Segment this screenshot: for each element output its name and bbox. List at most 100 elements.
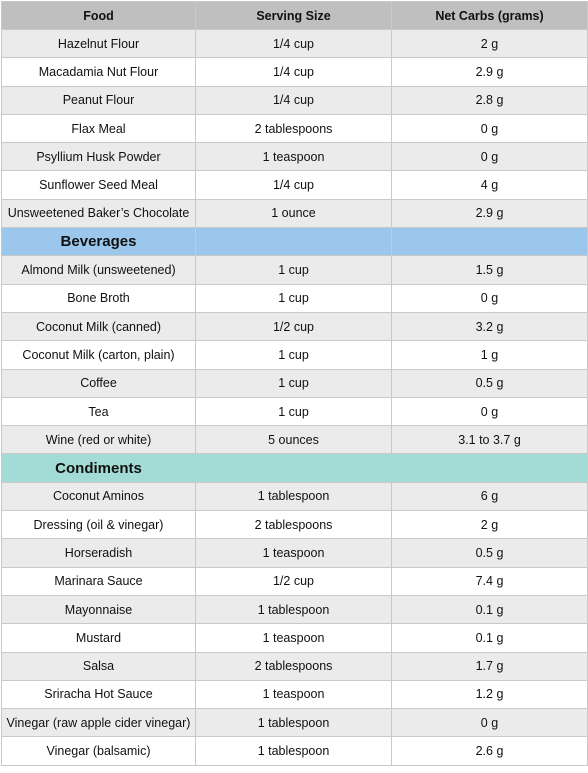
table-row: Vinegar (balsamic) 1 tablespoon 2.6 g [1,736,588,766]
serving-size-cell: 2 tablespoons [195,113,392,144]
table-row: Salsa 2 tablespoons 1.7 g [1,651,588,681]
net-carbs-cell: 0 g [391,142,588,172]
serving-size-cell: 5 ounces [195,425,392,455]
food-cell: Bone Broth [1,283,196,313]
serving-size-cell: 1 tablespoon [195,708,392,738]
food-cell: Peanut Flour [1,85,196,115]
table-row: Mustard 1 teaspoon 0.1 g [1,623,588,653]
food-cell: Coconut Aminos [1,481,196,512]
table-row: Tea 1 cup 0 g [1,396,588,427]
serving-size-cell: 1 teaspoon [195,623,392,653]
serving-size-cell: 1 tablespoon [195,594,392,625]
serving-size-cell: 1 teaspoon [195,538,392,568]
table-row: Coffee 1 cup 0.5 g [1,368,588,398]
table-row: Mayonnaise 1 tablespoon 0.1 g [1,594,588,625]
serving-size-cell: 1 cup [195,340,392,370]
section-condiments-empty-cell [195,453,392,483]
table-row: Almond Milk (unsweetened) 1 cup 1.5 g [1,255,588,285]
net-carbs-cell: 2 g [391,510,588,540]
table-row: Horseradish 1 teaspoon 0.5 g [1,538,588,568]
serving-size-cell: 1 tablespoon [195,481,392,512]
food-cell: Unsweetened Baker’s Chocolate [1,198,196,229]
table-row: Peanut Flour 1/4 cup 2.8 g [1,85,588,115]
serving-size-cell: 1/4 cup [195,28,392,59]
table-row: Unsweetened Baker’s Chocolate 1 ounce 2.9 … [1,198,588,229]
table-row: Coconut Aminos 1 tablespoon 6 g [1,481,588,512]
food-cell: Marinara Sauce [1,566,196,596]
food-cell: Hazelnut Flour [1,28,196,59]
section-beverages: Beverages [1,227,588,257]
table-row: Macadamia Nut Flour 1/4 cup 2.9 g [1,57,588,87]
food-cell: Sriracha Hot Sauce [1,679,196,710]
food-cell: Coffee [1,368,196,398]
serving-size-cell: 1 teaspoon [195,142,392,172]
serving-size-cell: 2 tablespoons [195,510,392,540]
table-row: Vinegar (raw apple cider vinegar) 1 table… [1,708,588,738]
food-cell: Tea [1,396,196,427]
net-carbs-cell: 1.5 g [391,255,588,285]
table-row: Dressing (oil & vinegar) 2 tablespoons 2 g [1,510,588,540]
net-carbs-cell: 0 g [391,396,588,427]
section-condiments-label: Condiments [1,453,196,483]
table-row: Bone Broth 1 cup 0 g [1,283,588,313]
serving-size-cell: 1/2 cup [195,311,392,342]
food-cell: Mustard [1,623,196,653]
food-cell: Coconut Milk (canned) [1,311,196,342]
table-row: Marinara Sauce 1/2 cup 7.4 g [1,566,588,596]
net-carbs-cell: 1 g [391,340,588,370]
table-row: Hazelnut Flour 1/4 cup 2 g [1,28,588,59]
net-carbs-cell: 1.7 g [391,651,588,681]
serving-size-cell: 1/2 cup [195,566,392,596]
food-cell: Almond Milk (unsweetened) [1,255,196,285]
net-carbs-cell: 1.2 g [391,679,588,710]
food-cell: Coconut Milk (carton, plain) [1,340,196,370]
serving-size-cell: 1/4 cup [195,170,392,200]
food-cell: Wine (red or white) [1,425,196,455]
header-row: Food Serving Size Net Carbs (grams) [1,1,588,30]
food-cell: Horseradish [1,538,196,568]
net-carbs-cell: 2.9 g [391,198,588,229]
section-condiments-empty-cell [391,453,588,483]
table-row: Wine (red or white) 5 ounces 3.1 to 3.7 g [1,425,588,455]
food-cell: Vinegar (raw apple cider vinegar) [1,708,196,738]
food-cell: Macadamia Nut Flour [1,57,196,87]
net-carbs-cell: 0.5 g [391,538,588,568]
serving-size-cell: 1/4 cup [195,85,392,115]
net-carbs-cell: 2.8 g [391,85,588,115]
net-carbs-cell: 0.5 g [391,368,588,398]
food-cell: Salsa [1,651,196,681]
net-carbs-cell: 0.1 g [391,623,588,653]
table-row: Psyllium Husk Powder 1 teaspoon 0 g [1,142,588,172]
food-cell: Flax Meal [1,113,196,144]
net-carbs-cell: 4 g [391,170,588,200]
header-serving-size: Serving Size [195,1,392,30]
food-cell: Dressing (oil & vinegar) [1,510,196,540]
serving-size-cell: 1 cup [195,283,392,313]
serving-size-cell: 1 teaspoon [195,679,392,710]
serving-size-cell: 1 tablespoon [195,736,392,766]
net-carbs-cell: 3.2 g [391,311,588,342]
table-row: Coconut Milk (carton, plain) 1 cup 1 g [1,340,588,370]
net-carbs-cell: 0 g [391,283,588,313]
net-carbs-cell: 2 g [391,28,588,59]
header-net-carbs: Net Carbs (grams) [391,1,588,30]
table-row: Flax Meal 2 tablespoons 0 g [1,113,588,144]
food-cell: Psyllium Husk Powder [1,142,196,172]
food-cell: Sunflower Seed Meal [1,170,196,200]
food-cell: Mayonnaise [1,594,196,625]
net-carbs-cell: 2.9 g [391,57,588,87]
serving-size-cell: 1 cup [195,396,392,427]
net-carbs-cell: 6 g [391,481,588,512]
food-cell: Vinegar (balsamic) [1,736,196,766]
table-row: Sriracha Hot Sauce 1 teaspoon 1.2 g [1,679,588,710]
table-row: Coconut Milk (canned) 1/2 cup 3.2 g [1,311,588,342]
net-carbs-cell: 2.6 g [391,736,588,766]
table-body: Hazelnut Flour 1/4 cup 2 g Macadamia Nut Fl… [1,28,588,766]
section-beverages-label: Beverages [1,227,196,257]
section-beverages-empty-cell [195,227,392,257]
serving-size-cell: 1 ounce [195,198,392,229]
serving-size-cell: 2 tablespoons [195,651,392,681]
net-carbs-cell: 7.4 g [391,566,588,596]
net-carbs-cell: 0 g [391,113,588,144]
